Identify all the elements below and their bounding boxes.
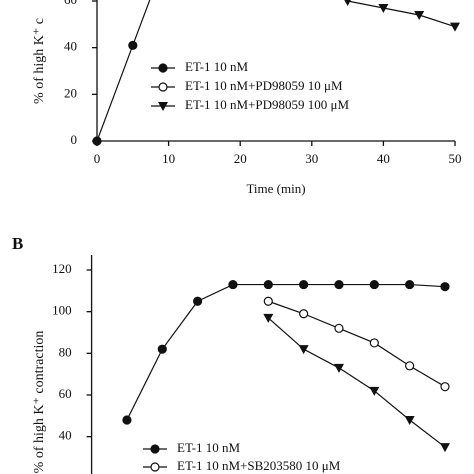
y-axis-label: % of high K⁺ contraction xyxy=(32,331,47,474)
marker xyxy=(405,279,415,290)
y-tick-label: 20 xyxy=(64,85,77,100)
marker xyxy=(450,22,460,32)
x-axis-label: Time (min) xyxy=(246,181,305,196)
legend-label: ET-1 10 nM+PD98059 100 μM xyxy=(185,97,349,112)
marker xyxy=(369,279,379,290)
legend-label: ET-1 10 nM xyxy=(185,59,249,74)
legend-marker xyxy=(158,102,168,111)
y-tick-label: 40 xyxy=(59,428,72,443)
x-tick-label: 40 xyxy=(377,151,390,166)
marker xyxy=(414,11,425,20)
marker xyxy=(122,415,132,425)
marker xyxy=(92,136,102,146)
y-tick-label: 40 xyxy=(64,39,77,54)
legend-label: ET-1 10 nM+PD98059 10 μM xyxy=(185,78,343,93)
plot-area xyxy=(122,279,450,453)
marker xyxy=(369,338,379,348)
series-line xyxy=(267,317,446,448)
y-tick-label: 60 xyxy=(64,0,77,7)
marker xyxy=(369,386,380,396)
marker xyxy=(333,363,344,373)
marker xyxy=(193,296,203,306)
marker xyxy=(299,279,309,290)
legend-marker xyxy=(150,462,160,472)
marker xyxy=(298,345,309,355)
marker xyxy=(228,279,238,290)
series-line xyxy=(347,0,456,28)
marker xyxy=(299,309,309,319)
marker xyxy=(440,443,450,453)
y-tick-label: 100 xyxy=(52,303,72,318)
x-tick-label: 10 xyxy=(162,151,175,166)
legend-marker xyxy=(150,444,160,454)
legend-label: ET-1 10 nM xyxy=(177,440,241,455)
plot-area xyxy=(92,0,460,146)
legend-marker xyxy=(158,63,168,73)
series-line xyxy=(268,300,446,388)
marker xyxy=(404,416,415,425)
series-line xyxy=(96,0,151,142)
marker xyxy=(334,323,344,333)
y-tick-label: 120 xyxy=(52,261,72,276)
marker xyxy=(263,279,273,290)
x-tick-label: 30 xyxy=(305,151,318,166)
marker xyxy=(344,0,351,6)
marker xyxy=(378,4,389,13)
y-tick-label: 60 xyxy=(59,386,72,401)
panel-label: B xyxy=(12,234,23,253)
marker xyxy=(405,361,415,371)
legend-marker xyxy=(158,82,168,92)
marker xyxy=(263,296,273,306)
marker xyxy=(440,282,450,292)
marker xyxy=(263,313,274,323)
marker xyxy=(334,279,344,290)
y-tick-label: 80 xyxy=(59,344,72,359)
x-tick-label: 0 xyxy=(94,151,101,166)
y-tick-label: 0 xyxy=(71,132,78,147)
series-line xyxy=(126,283,446,421)
marker xyxy=(128,40,138,50)
marker xyxy=(440,382,450,392)
legend-label: ET-1 10 nM+SB203580 10 μM xyxy=(177,458,341,473)
marker xyxy=(157,344,167,354)
y-axis-label: % of high K⁺ c xyxy=(32,18,47,104)
x-tick-label: 50 xyxy=(449,151,462,166)
x-tick-label: 20 xyxy=(234,151,247,166)
